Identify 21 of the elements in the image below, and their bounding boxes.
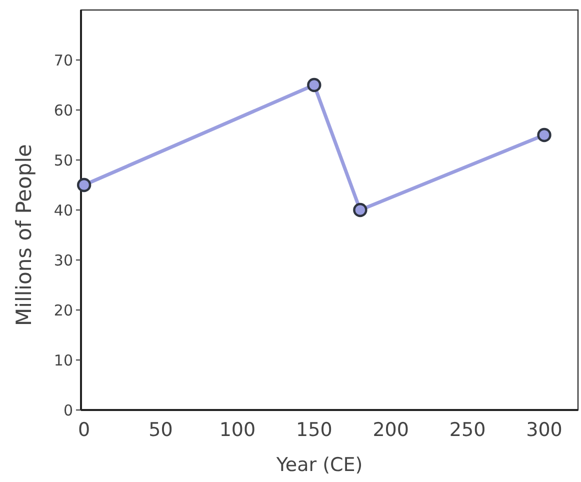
y-tick-label: 30 — [54, 251, 73, 270]
y-tick-label: 50 — [54, 151, 73, 170]
y-tick-label: 20 — [54, 301, 73, 320]
point — [537, 128, 552, 142]
point — [76, 178, 92, 192]
x-tick-label: 150 — [296, 419, 332, 441]
x-tick-label: 50 — [148, 419, 173, 441]
x-tick-label: 250 — [449, 419, 486, 441]
y-tick-label: 70 — [54, 51, 73, 70]
x-axis-title: Year (CE) — [275, 454, 363, 476]
x-tick-label: 100 — [219, 419, 256, 441]
y-tick-label: 0 — [63, 401, 73, 420]
x-tick-label: 200 — [372, 419, 409, 441]
x-tick-label: 300 — [526, 419, 562, 441]
point — [307, 78, 322, 92]
y-tick-label: 40 — [54, 201, 73, 220]
point — [353, 202, 368, 218]
x-tick-label: 0 — [78, 419, 90, 441]
y-tick-label: 10 — [54, 351, 73, 370]
y-tick-label: 60 — [54, 101, 73, 120]
y-axis-title: Millions of People — [12, 144, 36, 326]
